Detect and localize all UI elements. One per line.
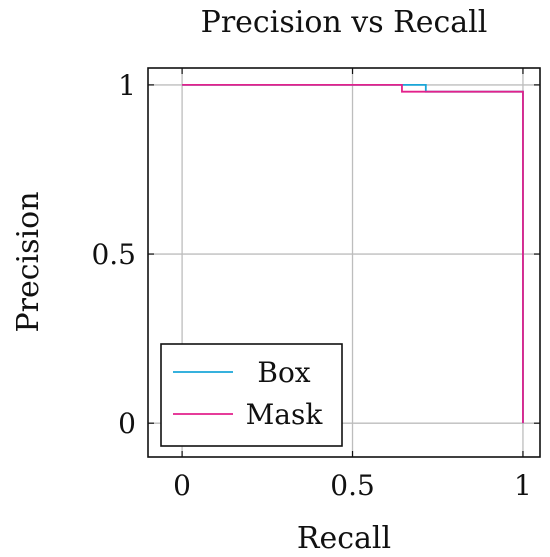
x-tick-label-2: 1 xyxy=(514,469,532,502)
x-tick-label-1: 0.5 xyxy=(330,469,375,502)
y-tick-label-2: 1 xyxy=(118,69,136,102)
x-axis-label: Recall xyxy=(297,521,391,556)
plot-border xyxy=(147,67,541,458)
chart-title: Precision vs Recall xyxy=(201,5,488,40)
tick-labels: 0 0.5 1 0 0.5 1 xyxy=(91,69,531,502)
legend: Box Mask xyxy=(160,343,343,447)
y-axis-label: Precision xyxy=(11,191,46,332)
legend-box xyxy=(160,343,343,447)
y-tick-label-1: 0.5 xyxy=(91,238,136,271)
plot-frame xyxy=(147,67,541,458)
legend-label-mask: Mask xyxy=(246,398,324,431)
legend-label-box: Box xyxy=(257,356,310,389)
series-lines xyxy=(182,84,524,424)
x-tick-label-0: 0 xyxy=(173,469,191,502)
y-tick-label-0: 0 xyxy=(118,407,136,440)
series-line-mask xyxy=(182,84,524,424)
